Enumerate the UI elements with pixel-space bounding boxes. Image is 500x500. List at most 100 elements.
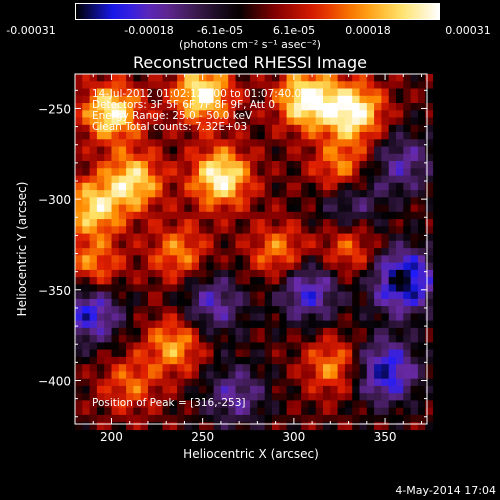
heatmap-cell	[96, 139, 105, 148]
heatmap-cell	[148, 74, 156, 82]
heatmap-cell	[396, 393, 404, 402]
heatmap-cell	[337, 124, 346, 133]
heatmap-cell	[366, 335, 375, 343]
heatmap-cell	[366, 219, 375, 227]
heatmap-cell	[177, 349, 185, 358]
heatmap-cell	[359, 95, 368, 104]
heatmap-cell	[184, 240, 193, 249]
heatmap-cell	[213, 422, 222, 431]
heatmap-cell	[213, 110, 222, 119]
heatmap-cell	[272, 74, 280, 82]
heatmap-cell	[75, 226, 83, 235]
heatmap-cell	[344, 190, 353, 198]
heatmap-cell	[148, 146, 156, 155]
heatmap-cell	[410, 364, 419, 373]
heatmap-cell	[235, 190, 244, 198]
heatmap-cell	[235, 327, 244, 336]
heatmap-cell	[308, 168, 317, 177]
heatmap-cell	[82, 240, 91, 249]
heatmap-cell	[293, 153, 302, 162]
heatmap-cell	[279, 306, 288, 314]
heatmap-cell	[228, 153, 237, 162]
heatmap-cell	[140, 306, 149, 314]
heatmap-cell	[228, 262, 237, 271]
heatmap-cell	[359, 342, 368, 351]
heatmap-cell	[250, 262, 258, 271]
heatmap-cell	[359, 132, 368, 140]
heatmap-cell	[126, 182, 134, 191]
heatmap-cell	[96, 313, 105, 322]
heatmap-cell	[308, 110, 317, 119]
heatmap-cell	[425, 153, 434, 162]
heatmap-cell	[330, 233, 339, 242]
heatmap-cell	[96, 74, 105, 82]
heatmap-cell	[111, 371, 120, 380]
heatmap-cell	[104, 327, 113, 336]
heatmap-cell	[410, 233, 419, 242]
heatmap-cell	[82, 291, 91, 300]
heatmap-cell	[89, 146, 98, 155]
heatmap-cell	[75, 182, 83, 191]
heatmap-cell	[315, 204, 324, 213]
heatmap-cell	[126, 139, 134, 148]
heatmap-cell	[381, 110, 390, 119]
heatmap-cell	[410, 103, 419, 111]
heatmap-cell	[191, 204, 200, 213]
heatmap-cell	[184, 327, 193, 336]
heatmap-cell	[293, 175, 302, 184]
heatmap-cell	[337, 88, 346, 97]
heatmap-cell	[169, 197, 178, 206]
heatmap-cell	[366, 400, 375, 409]
heatmap-cell	[184, 226, 193, 235]
heatmap-cell	[191, 269, 200, 278]
heatmap-cell	[374, 153, 382, 162]
heatmap-cell	[140, 168, 149, 177]
heatmap-cell	[417, 88, 426, 97]
heatmap-cell	[75, 161, 83, 169]
heatmap-cell	[257, 81, 266, 90]
heatmap-cell	[359, 233, 368, 242]
heatmap-cell	[89, 197, 98, 206]
heatmap-cell	[359, 103, 368, 111]
heatmap-cell	[264, 240, 273, 249]
heatmap-cell	[89, 277, 98, 285]
heatmap-cell	[410, 197, 419, 206]
heatmap-cell	[359, 81, 368, 90]
heatmap-cell	[417, 204, 426, 213]
heatmap-cell	[89, 110, 98, 119]
heatmap-cell	[75, 393, 83, 402]
heatmap-cell	[417, 139, 426, 148]
heatmap-cell	[323, 211, 331, 220]
heatmap-cell	[366, 226, 375, 235]
heatmap-cell	[308, 298, 317, 307]
heatmap-cell	[242, 161, 251, 169]
heatmap-cell	[82, 182, 91, 191]
heatmap-cell	[118, 356, 127, 365]
heatmap-cell	[272, 182, 280, 191]
heatmap-cell	[257, 233, 266, 242]
heatmap-cell	[118, 139, 127, 148]
heatmap-cell	[133, 393, 142, 402]
heatmap-cell	[301, 81, 310, 90]
heatmap-cell	[162, 175, 171, 184]
heatmap-cell	[410, 342, 419, 351]
heatmap-cell	[177, 335, 185, 343]
heatmap-cell	[250, 81, 258, 90]
heatmap-cell	[264, 407, 273, 416]
heatmap-cell	[344, 327, 353, 336]
heatmap-cell	[337, 371, 346, 380]
heatmap-cell	[169, 219, 178, 227]
heatmap-cell	[126, 110, 134, 119]
heatmap-cell	[264, 356, 273, 365]
heatmap-cell	[257, 197, 266, 206]
heatmap-cell	[264, 349, 273, 358]
heatmap-cell	[184, 291, 193, 300]
heatmap-cell	[162, 298, 171, 307]
heatmap-cell	[352, 240, 361, 249]
heatmap-cell	[104, 139, 113, 148]
heatmap-cell	[272, 342, 280, 351]
heatmap-cell	[323, 139, 331, 148]
heatmap-cell	[264, 284, 273, 293]
heatmap-cell	[111, 110, 120, 119]
heatmap-cell	[410, 117, 419, 126]
